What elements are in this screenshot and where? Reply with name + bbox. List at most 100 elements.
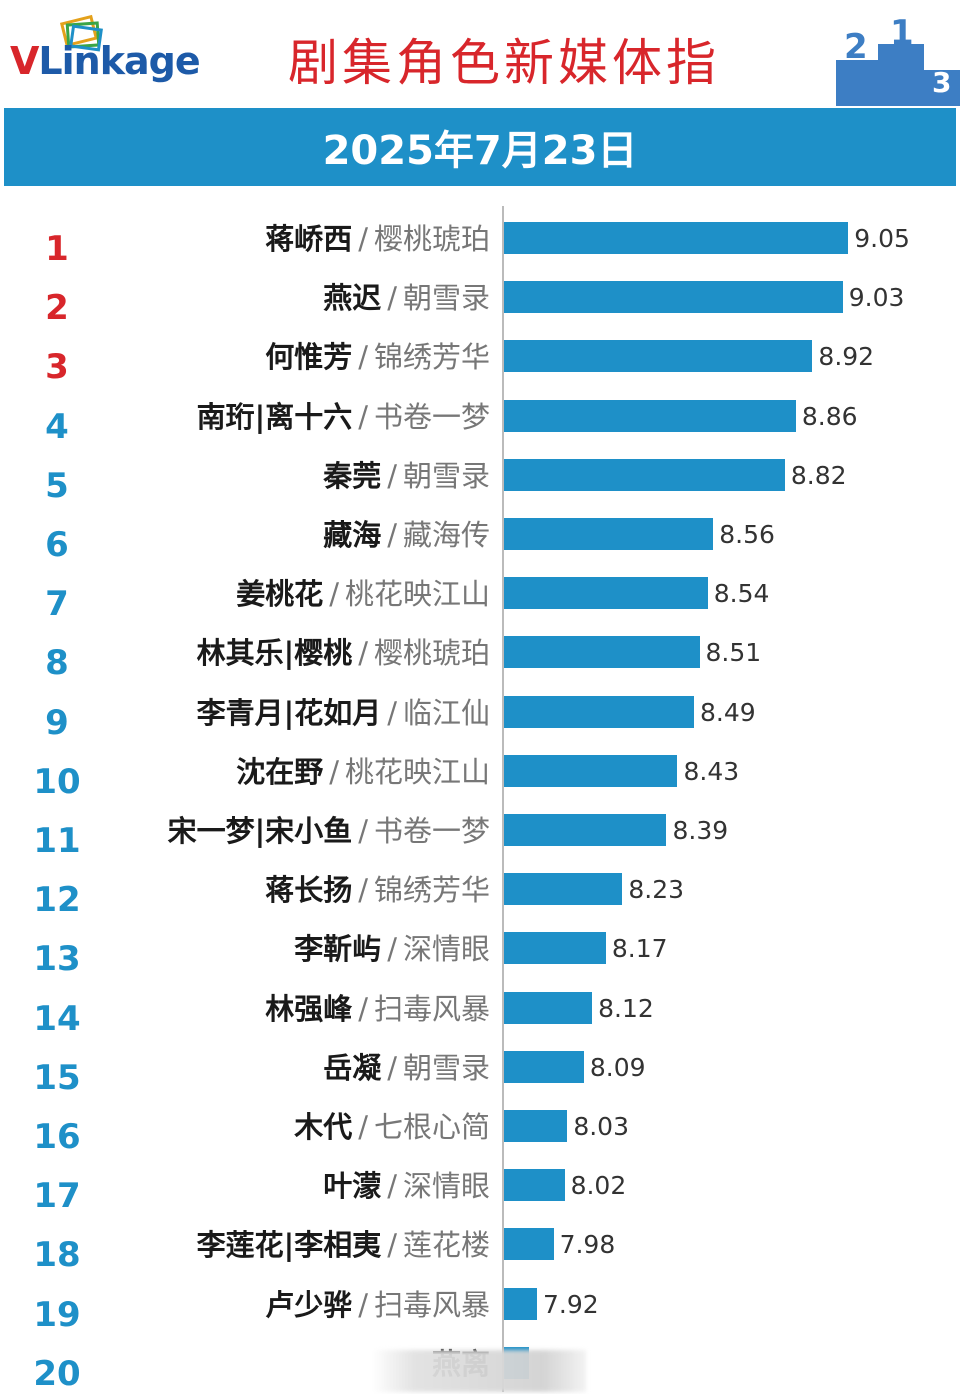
separator: / xyxy=(358,636,368,671)
drama-title: 扫毒风暴 xyxy=(373,991,490,1026)
drama-title: 扫毒风暴 xyxy=(373,1287,490,1322)
axis-line xyxy=(502,206,504,1392)
character-name: 蒋峤西 xyxy=(265,222,353,256)
drama-title: 锦绣芳华 xyxy=(373,340,490,375)
drama-title: 深情眼 xyxy=(402,1169,490,1204)
bar-value-label: 8.39 xyxy=(672,816,729,845)
character-name: 李莲花|李相夷 xyxy=(196,1228,382,1263)
row-label: 林强峰 / 扫毒风暴 xyxy=(265,991,490,1026)
drama-title: 桃花映江山 xyxy=(344,754,490,789)
drama-title: 樱桃琥珀 xyxy=(373,222,490,256)
separator: / xyxy=(358,399,368,434)
row-label: 李靳屿 / 深情眼 xyxy=(294,935,490,964)
bar xyxy=(504,399,796,432)
bar xyxy=(504,1287,538,1320)
bar-value-label: 8.17 xyxy=(611,934,668,964)
rank-number: 2 xyxy=(45,288,69,329)
bar xyxy=(504,1169,565,1202)
character-name: 林强峰 xyxy=(265,991,353,1026)
separator: / xyxy=(387,932,397,967)
bar xyxy=(504,1050,584,1083)
bar-value-label: 8.92 xyxy=(818,342,875,372)
separator: / xyxy=(358,991,368,1026)
separator: / xyxy=(387,695,397,730)
row-label: 林其乐|樱桃 / 樱桃琥珀 xyxy=(197,639,490,668)
podium-icon: 2 1 3 xyxy=(836,16,960,106)
rank-number: 14 xyxy=(33,998,81,1039)
rank-number: 20 xyxy=(33,1353,81,1394)
bar-value-label: 8.12 xyxy=(598,993,654,1023)
row-label: 南珩|离十六 / 书卷一梦 xyxy=(196,399,490,434)
rank-number: 3 xyxy=(45,347,69,388)
bar xyxy=(504,458,785,491)
row-label: 叶濛 / 深情眼 xyxy=(323,1172,490,1201)
bar-value-label: 8.86 xyxy=(801,401,858,431)
character-name: 卢少骅 xyxy=(265,1287,353,1322)
bar xyxy=(504,1228,554,1261)
character-name: 藏海 xyxy=(323,518,382,552)
separator: / xyxy=(387,1228,397,1263)
separator: / xyxy=(358,814,368,848)
bar-value-label: 8.49 xyxy=(700,697,756,727)
row-label: 木代 / 七根心简 xyxy=(294,1113,490,1142)
character-name: 秦莞 xyxy=(323,458,382,493)
drama-title: 樱桃琥珀 xyxy=(373,636,490,671)
bar-value-label: 7.98 xyxy=(559,1230,616,1260)
svg-text:1: 1 xyxy=(890,16,914,53)
chart-title: 剧集角色新媒体指 xyxy=(288,34,720,92)
row-label: 何惟芳 / 锦绣芳华 xyxy=(265,343,490,372)
rank-number: 9 xyxy=(45,702,69,743)
row-label: 李青月|花如月 / 临江仙 xyxy=(196,695,490,730)
logo-mark-icon xyxy=(59,14,103,52)
drama-title: 藏海传 xyxy=(402,518,490,552)
row-label: 燕迟 / 朝雪录 xyxy=(323,284,490,313)
bar-value-label: 7.92 xyxy=(543,1289,599,1319)
row-label: 卢少骅 / 扫毒风暴 xyxy=(265,1287,490,1322)
rank-number: 10 xyxy=(33,761,81,802)
character-name: 岳凝 xyxy=(323,1050,382,1085)
bar xyxy=(504,932,606,965)
separator: / xyxy=(387,281,397,316)
bar xyxy=(504,814,667,846)
bar xyxy=(504,873,623,906)
drama-title: 深情眼 xyxy=(402,932,490,967)
rank-number: 1 xyxy=(45,229,69,269)
character-name: 李靳屿 xyxy=(294,932,382,967)
rank-number: 16 xyxy=(33,1117,81,1157)
bar xyxy=(504,636,700,669)
date-banner: 2025年7月23日 xyxy=(4,108,956,186)
separator: / xyxy=(358,1287,368,1322)
character-name: 宋一梦|宋小鱼 xyxy=(167,814,353,848)
separator: / xyxy=(358,1110,368,1144)
rank-number: 6 xyxy=(45,525,69,565)
bar xyxy=(504,281,843,314)
rank-number: 15 xyxy=(33,1057,81,1098)
separator: / xyxy=(358,222,368,256)
rank-number: 4 xyxy=(45,406,69,447)
row-label: 宋一梦|宋小鱼 / 书卷一梦 xyxy=(168,817,490,846)
drama-title: 桃花映江山 xyxy=(344,577,490,612)
bar xyxy=(504,695,694,728)
blurred-region xyxy=(372,1350,586,1392)
character-name: 何惟芳 xyxy=(265,340,353,375)
svg-text:2: 2 xyxy=(844,27,868,67)
bar-value-label: 8.51 xyxy=(705,638,762,668)
vlinkage-logo: VLinkage xyxy=(10,39,201,83)
rank-number: 18 xyxy=(33,1235,81,1276)
bar-value-label: 9.05 xyxy=(854,224,910,253)
character-name: 沈在野 xyxy=(236,754,324,789)
bar xyxy=(504,754,678,787)
bar-value-label: 8.23 xyxy=(628,875,685,905)
row-label: 蒋长扬 / 锦绣芳华 xyxy=(265,876,490,905)
row-label: 沈在野 / 桃花映江山 xyxy=(236,754,490,789)
separator: / xyxy=(329,754,339,789)
row-label: 李莲花|李相夷 / 莲花楼 xyxy=(197,1231,490,1260)
bar-value-label: 8.54 xyxy=(713,579,770,609)
character-name: 林其乐|樱桃 xyxy=(196,636,353,671)
bar-value-label: 8.43 xyxy=(683,756,740,786)
character-name: 南珩|离十六 xyxy=(196,399,353,434)
character-name: 李青月|花如月 xyxy=(196,695,382,730)
character-name: 叶濛 xyxy=(323,1169,382,1204)
rank-number: 17 xyxy=(33,1176,81,1217)
